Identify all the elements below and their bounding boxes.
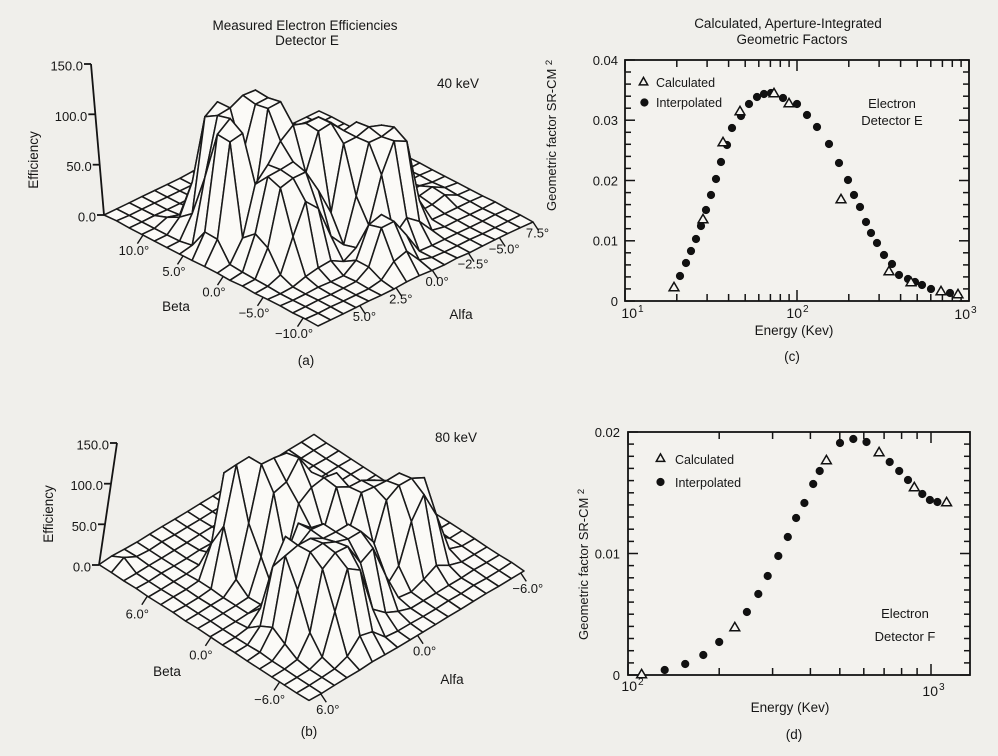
svg-text:50.0: 50.0 <box>72 519 97 534</box>
svg-text:150.0: 150.0 <box>76 438 109 453</box>
svg-text:−6.0°: −6.0° <box>254 692 285 707</box>
svg-text:40 keV: 40 keV <box>437 76 479 91</box>
svg-text:(d): (d) <box>786 727 803 742</box>
svg-text:0.03: 0.03 <box>593 113 618 128</box>
svg-text:Measured Electron Efficiencies: Measured Electron Efficiencies <box>212 18 397 33</box>
svg-text:Interpolated: Interpolated <box>675 476 741 490</box>
svg-text:50.0: 50.0 <box>66 159 91 174</box>
svg-text:−5.0°: −5.0° <box>489 242 520 257</box>
svg-text:10: 10 <box>786 305 802 321</box>
svg-text:3: 3 <box>971 305 977 316</box>
svg-text:Energy (Kev): Energy (Kev) <box>755 323 834 338</box>
svg-text:Energy (Kev): Energy (Kev) <box>751 700 830 715</box>
svg-text:0.01: 0.01 <box>595 547 620 562</box>
svg-text:Beta: Beta <box>162 299 190 314</box>
svg-text:0.02: 0.02 <box>595 425 620 440</box>
svg-text:10: 10 <box>922 683 938 699</box>
svg-text:150.0: 150.0 <box>50 59 83 74</box>
svg-text:Beta: Beta <box>153 664 181 679</box>
svg-text:(a): (a) <box>298 353 315 368</box>
svg-text:Detector E: Detector E <box>861 113 923 128</box>
svg-text:Electron: Electron <box>881 606 929 621</box>
svg-text:2: 2 <box>638 677 644 688</box>
svg-text:Geometric factor SR-CM 2: Geometric factor SR-CM 2 <box>544 60 559 211</box>
svg-text:Alfa: Alfa <box>449 307 473 322</box>
svg-text:Geometric factor SR-CM 2: Geometric factor SR-CM 2 <box>576 489 591 640</box>
svg-text:Alfa: Alfa <box>440 672 464 687</box>
svg-text:Electron: Electron <box>868 96 916 111</box>
svg-text:100.0: 100.0 <box>55 109 88 124</box>
svg-text:(c): (c) <box>784 349 800 364</box>
svg-text:10.0°: 10.0° <box>119 243 150 258</box>
svg-text:3: 3 <box>939 682 945 693</box>
svg-text:Calculated, Aperture-Integrate: Calculated, Aperture-Integrated <box>694 16 882 31</box>
svg-text:Detector F: Detector F <box>875 629 936 644</box>
svg-text:10: 10 <box>621 678 637 694</box>
svg-text:5.0°: 5.0° <box>353 309 376 324</box>
svg-text:5.0°: 5.0° <box>162 264 185 279</box>
svg-text:0.0°: 0.0° <box>189 648 212 663</box>
svg-text:Geometric Factors: Geometric Factors <box>736 32 847 47</box>
svg-text:1: 1 <box>638 304 644 315</box>
svg-text:2: 2 <box>803 304 809 315</box>
svg-text:10: 10 <box>954 306 970 322</box>
svg-text:0.0°: 0.0° <box>413 643 436 658</box>
svg-text:6.0°: 6.0° <box>126 606 149 621</box>
svg-text:10: 10 <box>621 305 637 321</box>
svg-text:0.02: 0.02 <box>593 174 618 189</box>
svg-text:Calculated: Calculated <box>656 76 715 90</box>
svg-text:7.5°: 7.5° <box>526 226 549 241</box>
svg-text:Calculated: Calculated <box>675 453 734 467</box>
svg-text:(b): (b) <box>301 724 318 739</box>
svg-text:100.0: 100.0 <box>70 478 103 493</box>
svg-text:Efficiency: Efficiency <box>41 485 56 543</box>
svg-text:−10.0°: −10.0° <box>275 326 313 341</box>
svg-text:0: 0 <box>613 668 620 683</box>
svg-text:2.5°: 2.5° <box>389 292 412 307</box>
svg-text:Detector E: Detector E <box>275 33 339 48</box>
svg-text:0.04: 0.04 <box>593 53 618 68</box>
svg-text:−2.5°: −2.5° <box>458 257 489 272</box>
svg-text:0.0°: 0.0° <box>425 274 448 289</box>
svg-text:0.0: 0.0 <box>78 210 96 225</box>
svg-text:Efficiency: Efficiency <box>26 131 41 189</box>
svg-text:−6.0°: −6.0° <box>512 581 543 596</box>
svg-text:0.0: 0.0 <box>73 560 91 575</box>
svg-text:Interpolated: Interpolated <box>656 96 722 110</box>
svg-text:6.0°: 6.0° <box>316 702 339 717</box>
svg-text:0: 0 <box>611 294 618 309</box>
svg-text:0.01: 0.01 <box>593 234 618 249</box>
svg-text:0.0°: 0.0° <box>202 285 225 300</box>
svg-text:−5.0°: −5.0° <box>239 306 270 321</box>
svg-text:80 keV: 80 keV <box>435 430 477 445</box>
